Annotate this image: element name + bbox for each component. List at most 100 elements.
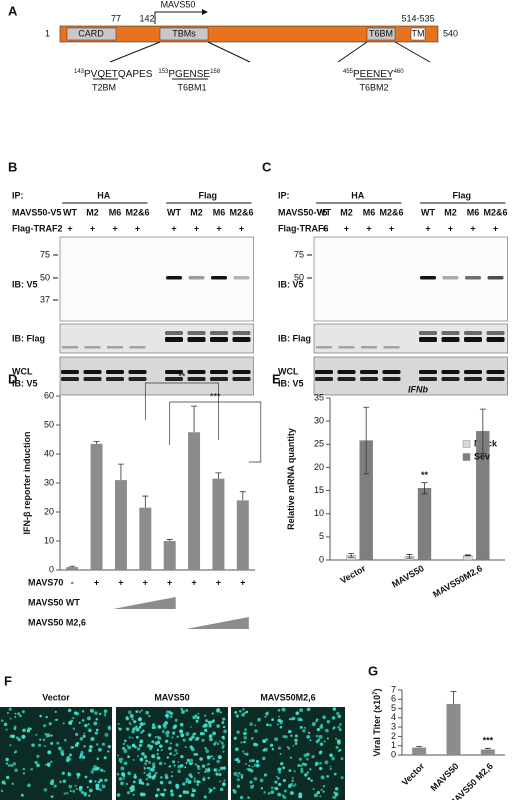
- cell: [223, 729, 227, 734]
- band: [165, 377, 183, 381]
- cell: [303, 763, 308, 767]
- band: [486, 337, 505, 342]
- cell: [81, 755, 86, 759]
- band: [464, 337, 482, 342]
- cell: [300, 767, 304, 771]
- cell: [329, 767, 332, 771]
- cell: [283, 789, 287, 793]
- cell: [17, 737, 21, 742]
- cell: [253, 742, 257, 747]
- cell: [147, 744, 151, 748]
- cell: [213, 768, 217, 772]
- cell: [154, 771, 158, 775]
- cell: [95, 728, 99, 732]
- sequence: PEENEY: [353, 69, 394, 80]
- cell: [322, 715, 326, 720]
- motif: 143PVQETQAPES 153PGENSE158: [74, 69, 221, 80]
- cell: [100, 768, 104, 772]
- cell: [195, 719, 199, 723]
- cell: [324, 728, 329, 733]
- cell: [266, 723, 269, 727]
- cell: [127, 755, 130, 759]
- cell: [78, 721, 81, 724]
- cell: [133, 775, 138, 779]
- cell: [132, 727, 136, 731]
- cell: [236, 778, 240, 782]
- error-bar: [348, 553, 355, 558]
- cell: [180, 733, 185, 738]
- cell: [338, 728, 342, 732]
- cell: [192, 715, 197, 720]
- cell: [218, 740, 221, 743]
- micrographs: F Vector MAVS50 MAVS50M2,6: [0, 673, 345, 800]
- lane-label: M2&6: [379, 207, 403, 217]
- cell: [107, 744, 111, 749]
- cell: [198, 781, 201, 784]
- y-axis-label-part: IFN-β reporter induction: [22, 432, 32, 535]
- cell: [222, 750, 225, 753]
- cell: [104, 732, 109, 737]
- cell: [236, 774, 240, 778]
- cell: [139, 792, 144, 797]
- cell: [61, 771, 65, 775]
- cell: [79, 753, 83, 757]
- band: [338, 346, 355, 349]
- y-tick-label: 4: [391, 712, 396, 722]
- cell: [171, 760, 176, 764]
- cell: [297, 764, 301, 768]
- cell: [42, 738, 46, 742]
- cell: [306, 771, 310, 774]
- cell: [336, 711, 340, 716]
- cell: [39, 714, 42, 718]
- micrograph: [231, 707, 345, 800]
- cell: [166, 756, 170, 759]
- cell: [246, 768, 249, 771]
- cell: [185, 761, 188, 764]
- row-label: MAVS70: [28, 577, 63, 587]
- plus-sign: +: [239, 223, 244, 233]
- cell: [263, 773, 268, 777]
- cell: [122, 777, 125, 780]
- band: [210, 331, 228, 335]
- zoom-lines: [109, 41, 431, 63]
- cell: [76, 772, 80, 776]
- bar: [417, 488, 432, 561]
- cell: [234, 758, 238, 762]
- cell: [164, 762, 166, 765]
- bar: [446, 703, 461, 755]
- cell: [326, 737, 329, 740]
- cell: [98, 747, 102, 752]
- cell: [90, 708, 94, 713]
- cell: [149, 768, 153, 772]
- cell: [240, 741, 243, 744]
- error-bar: [191, 405, 198, 433]
- cell: [89, 744, 93, 749]
- error-bar: [450, 690, 457, 704]
- lane-label: M2: [340, 207, 353, 217]
- cell: [86, 786, 89, 789]
- band: [232, 331, 251, 335]
- cell: [120, 781, 124, 786]
- cell: [126, 727, 130, 731]
- cell: [319, 725, 324, 729]
- band: [129, 346, 146, 349]
- cell: [291, 779, 294, 783]
- plus-sign: +: [194, 223, 199, 233]
- cell: [270, 786, 274, 790]
- dose-wedge: [112, 597, 176, 609]
- cell: [334, 792, 339, 797]
- band: [441, 370, 460, 374]
- cell: [46, 762, 51, 767]
- cell: [151, 725, 155, 729]
- y-axis-label: IFN-β reporter induction: [22, 432, 32, 535]
- band: [84, 346, 101, 349]
- cell: [117, 722, 120, 725]
- cell: [179, 794, 182, 798]
- cell: [243, 752, 246, 755]
- cell: [309, 768, 312, 771]
- cell: [294, 783, 297, 786]
- cell: [233, 771, 238, 776]
- cell: [260, 786, 264, 790]
- cell: [171, 771, 173, 773]
- plus-sign: +: [470, 223, 475, 233]
